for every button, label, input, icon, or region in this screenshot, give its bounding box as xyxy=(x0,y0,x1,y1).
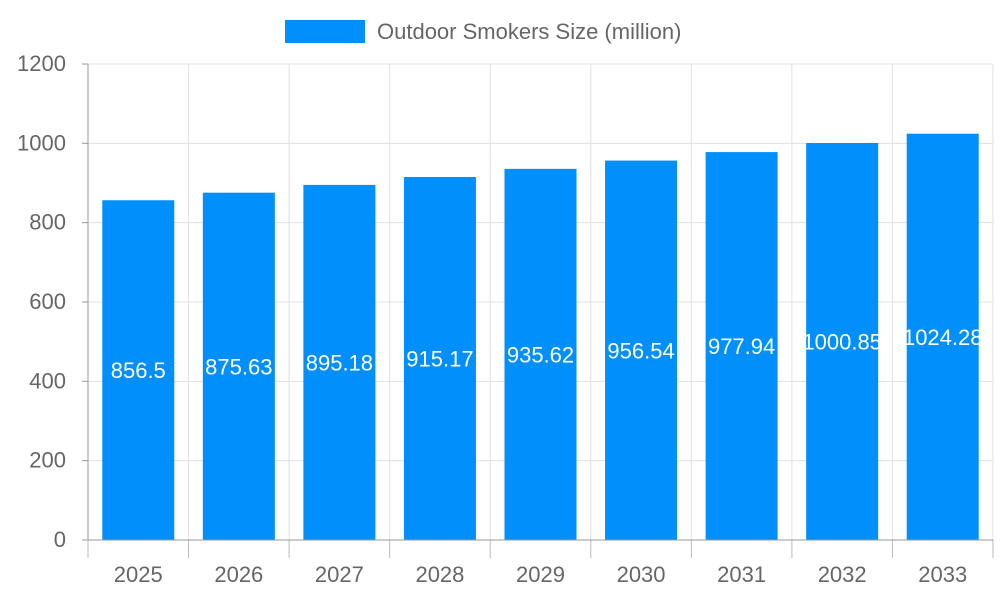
grid xyxy=(88,63,994,540)
x-tick-label: 2030 xyxy=(617,562,666,587)
data-label: 915.17 xyxy=(406,346,473,371)
axes: 0 200 400 600 800 1000 1200 2025 2026 2027 2028 202… xyxy=(17,51,994,587)
bar xyxy=(906,133,979,540)
bar xyxy=(605,160,678,541)
bar xyxy=(102,200,175,540)
data-label: 1000.85 xyxy=(802,329,882,354)
bar xyxy=(705,152,778,540)
y-tick-label: 1000 xyxy=(17,130,66,155)
legend-swatch xyxy=(285,20,365,43)
bar xyxy=(303,184,376,540)
x-tick-label: 2029 xyxy=(516,562,565,587)
legend-label: Outdoor Smokers Size (million) xyxy=(377,19,681,44)
x-tick-label: 2028 xyxy=(415,562,464,587)
data-label: 1024.28 xyxy=(903,325,983,350)
legend[interactable]: Outdoor Smokers Size (million) xyxy=(285,19,681,44)
data-label: 956.54 xyxy=(607,338,674,363)
data-label: 935.62 xyxy=(507,342,574,367)
y-tick-label: 400 xyxy=(29,368,66,393)
data-label: 856.5 xyxy=(111,358,166,383)
x-tick-label: 2033 xyxy=(918,562,967,587)
x-tick-label: 2027 xyxy=(315,562,364,587)
x-tick-label: 2026 xyxy=(214,562,263,587)
y-tick-label: 800 xyxy=(29,210,66,235)
x-tick-label: 2032 xyxy=(818,562,867,587)
x-tick-label: 2031 xyxy=(717,562,766,587)
bar xyxy=(806,142,879,541)
bar xyxy=(504,168,577,540)
y-tick-label: 1200 xyxy=(17,51,66,76)
data-label: 895.18 xyxy=(306,350,373,375)
data-label: 875.63 xyxy=(205,354,272,379)
bar xyxy=(202,192,275,541)
y-tick-label: 0 xyxy=(54,527,66,552)
bars: 856.5 875.63 895.18 915.17 935.62 956.54 977.9… xyxy=(102,133,983,541)
bar xyxy=(403,176,476,541)
y-tick-label: 200 xyxy=(29,448,66,473)
y-tick-label: 600 xyxy=(29,289,66,314)
data-label: 977.94 xyxy=(708,334,775,359)
x-tick-label: 2025 xyxy=(114,562,163,587)
